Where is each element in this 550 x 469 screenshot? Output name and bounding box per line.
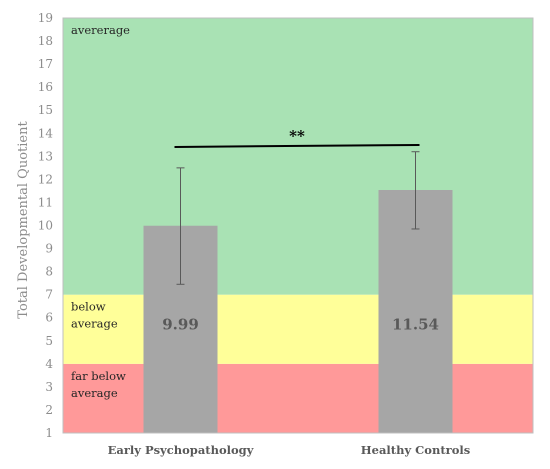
band-label-0-0: far below: [71, 369, 126, 383]
y-tick-label-13: 14: [38, 126, 54, 140]
band-label-0-1: average: [71, 386, 118, 400]
y-tick-label-12: 13: [38, 149, 53, 163]
value-label-1: 11.54: [392, 316, 439, 334]
bar-1: [378, 189, 453, 433]
y-tick-label-18: 19: [38, 11, 53, 25]
error-bar-1: [411, 151, 420, 230]
y-tick-label-5: 6: [45, 311, 53, 325]
band-2: [63, 18, 533, 295]
y-tick-label-3: 4: [45, 357, 53, 371]
y-tick-label-10: 11: [38, 195, 53, 209]
y-axis-title: Total Developmental Quotient: [16, 121, 31, 319]
band-1: [63, 294, 533, 364]
y-tick-label-4: 5: [45, 334, 53, 348]
y-tick-label-16: 17: [38, 57, 53, 71]
y-tick-label-14: 15: [38, 103, 53, 117]
y-tick-label-1: 2: [45, 403, 53, 417]
error-bars: [176, 151, 420, 285]
background-bands: far below average below average avererage: [63, 18, 533, 433]
y-tick-label-11: 12: [38, 172, 53, 186]
band-label-2-0: avererage: [71, 23, 130, 37]
y-tick-label-7: 8: [45, 265, 53, 279]
y-tick-label-9: 10: [38, 219, 53, 233]
y-tick-label-8: 9: [45, 242, 53, 256]
y-tick-label-2: 3: [45, 380, 53, 394]
band-label-1-0: below: [71, 300, 106, 314]
significance-label: **: [289, 127, 305, 145]
y-tick-label-17: 18: [38, 34, 53, 48]
band-label-1-1: average: [71, 317, 118, 331]
category-label-1: Healthy Controls: [361, 443, 470, 457]
significance-line: [174, 143, 420, 148]
value-label-0: 9.99: [162, 316, 199, 334]
category-label-0: Early Psychopathology: [108, 443, 254, 457]
band-0: [63, 363, 533, 433]
plot-frame: [62, 17, 534, 434]
significance-marker: **: [174, 127, 420, 148]
x-axis-categories: Early Psychopathology Healthy Controls: [108, 443, 471, 457]
error-bar-0: [176, 167, 185, 285]
y-tick-label-6: 7: [45, 288, 53, 302]
y-tick-label-0: 1: [45, 426, 53, 440]
y-tick-label-15: 16: [38, 80, 53, 94]
